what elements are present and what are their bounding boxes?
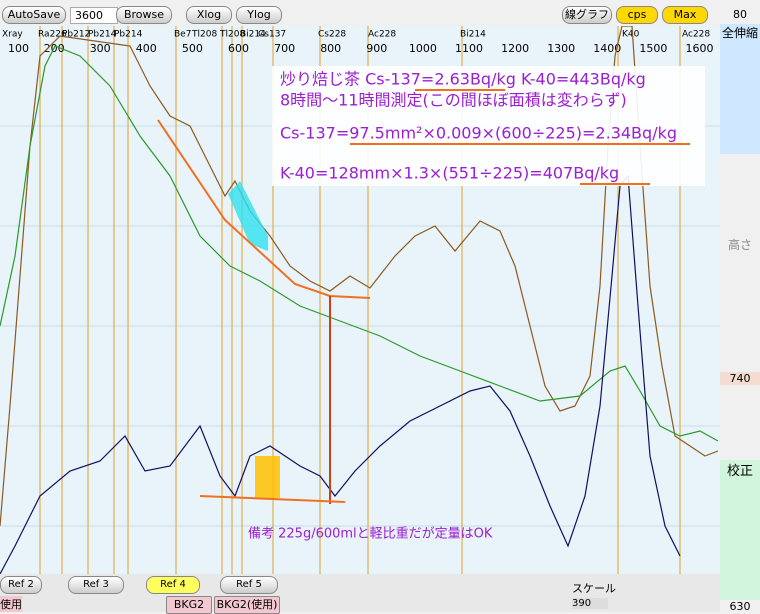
scale-value: 390 — [572, 598, 608, 609]
scale-label: スケール — [572, 582, 616, 595]
baseline-line — [157, 119, 371, 299]
annotation: 8時間～11時間測定(この間ほぼ面積は変わらず) — [280, 91, 627, 110]
ref-button[interactable]: Ref 3 — [68, 576, 124, 594]
calibrate-panel: 校正 — [720, 460, 760, 600]
peak-label: Pb214 — [114, 30, 143, 40]
peak-label: Pb214 — [88, 30, 117, 40]
x-axis-label: 1500 — [639, 42, 667, 55]
x-axis-label: 500 — [182, 42, 203, 55]
top-value: 80 — [733, 8, 747, 21]
x-axis-label: 900 — [366, 42, 387, 55]
x-axis-label: 1100 — [455, 42, 483, 55]
xlog-button[interactable]: Xlog — [186, 6, 232, 24]
browse-button[interactable]: Browse — [116, 6, 172, 24]
x-axis-label: 700 — [274, 42, 295, 55]
ref-button[interactable]: Ref 4 — [146, 576, 200, 594]
ref-button[interactable]: Ref 2 — [0, 576, 42, 594]
note: 備考 225g/600mlと軽比重だが定量はOK — [248, 526, 493, 542]
peak-label: Bi214 — [240, 30, 266, 40]
height-value: 740 — [720, 372, 760, 385]
annotation: Cs-137=97.5mm²×0.009×(600÷225)=2.34Bq/kg — [280, 124, 677, 143]
k-area — [255, 456, 280, 498]
use-label: 使用 — [0, 596, 22, 612]
peak-label: Xray — [2, 30, 23, 40]
peak-label: Bi214 — [460, 30, 486, 40]
x-axis-label: 1600 — [686, 42, 714, 55]
cps-button[interactable]: cps — [616, 6, 658, 24]
calibrate-value: 630 — [729, 600, 751, 613]
annotation-box — [272, 66, 705, 186]
reference-spectrum — [0, 45, 719, 442]
bkg2-button[interactable]: BKG2 — [166, 596, 212, 614]
peak-label: Ac228 — [368, 30, 396, 40]
cs-area — [228, 181, 268, 251]
zoom-panel: 全伸縮 — [720, 24, 760, 154]
max-button[interactable]: Max — [662, 6, 708, 24]
spectrum-plot: Xray Ra226 Pb212 Pb214 Pb214 Be7 Tl208 T… — [0, 26, 720, 574]
background-spectrum — [0, 174, 681, 574]
peak-label: Ra226 — [38, 30, 67, 40]
peak-label: Ac228 — [682, 30, 710, 40]
autosave-button[interactable]: AutoSave — [2, 6, 66, 24]
peak-label: Cs228 — [318, 30, 346, 40]
time-input[interactable]: 3600 — [70, 7, 118, 24]
x-axis-label: 600 — [228, 42, 249, 55]
x-axis-label: 300 — [90, 42, 111, 55]
x-axis-label: 1300 — [547, 42, 575, 55]
annotation: 炒り焙じ茶 Cs-137=2.63Bq/kg K-40=443Bq/kg — [280, 70, 646, 89]
peak-label: Tl208 — [191, 30, 217, 40]
x-axis-label: 100 — [8, 42, 29, 55]
ylog-button[interactable]: Ylog — [236, 6, 282, 24]
calibrate-label: 校正 — [726, 464, 753, 479]
peak-label: Pb212 — [62, 30, 90, 40]
zoom-label: 全伸縮 — [721, 26, 758, 40]
x-axis-label: 1000 — [409, 42, 437, 55]
ref-button[interactable]: Ref 5 — [220, 576, 278, 594]
height-label: 高さ — [727, 238, 752, 252]
annotation: K-40=128mm×1.3×(551÷225)=407Bq/kg — [280, 164, 619, 183]
x-axis-label: 1400 — [593, 42, 621, 55]
line-graph-button[interactable]: 線グラフ — [562, 6, 612, 24]
sample-spectrum — [0, 26, 719, 527]
bkg-baseline — [199, 495, 346, 503]
x-axis-label: 400 — [136, 42, 157, 55]
x-axis-label: 1200 — [501, 42, 529, 55]
x-axis-label: 800 — [320, 42, 341, 55]
peak-label: K40 — [622, 30, 640, 40]
peak-label: Be7 — [174, 30, 191, 40]
peak-lines — [39, 26, 681, 574]
peak-label: Tl208 — [219, 30, 245, 40]
peak-label: Cs137 — [258, 30, 286, 40]
bkg2-use-button[interactable]: BKG2(使用) — [214, 596, 280, 614]
